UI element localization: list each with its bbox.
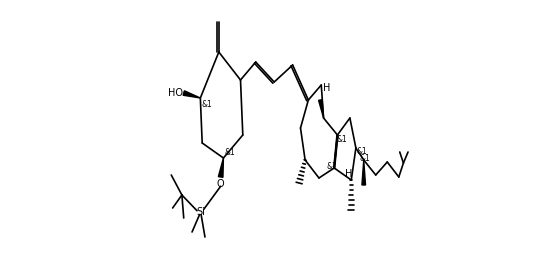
Text: &1: &1	[201, 100, 212, 109]
Text: &1: &1	[224, 148, 235, 157]
Text: &1: &1	[360, 154, 371, 163]
Polygon shape	[183, 91, 200, 98]
Text: &1: &1	[336, 135, 347, 144]
Text: HO: HO	[168, 88, 183, 98]
Text: &1: &1	[357, 147, 367, 156]
Text: H: H	[323, 83, 330, 93]
Text: H: H	[345, 168, 352, 179]
Polygon shape	[319, 100, 324, 118]
Text: &1: &1	[326, 162, 337, 171]
Text: Si: Si	[196, 207, 205, 217]
Polygon shape	[362, 160, 366, 185]
Polygon shape	[219, 158, 224, 177]
Text: O: O	[217, 179, 225, 189]
